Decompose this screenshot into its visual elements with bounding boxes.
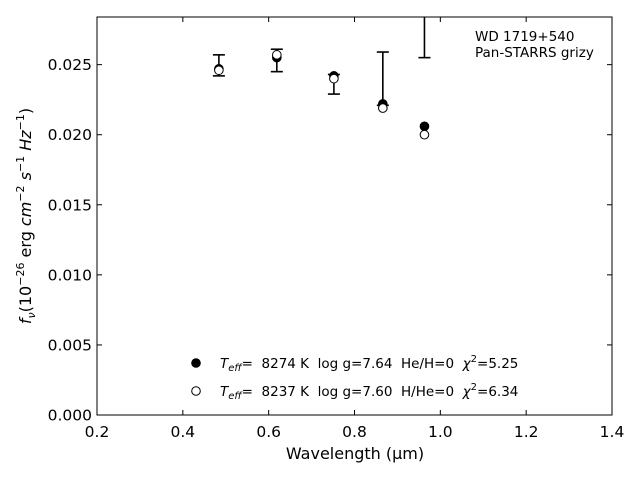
y-axis-label: fν(10−26 erg cm−2 s−1 Hz−1)	[14, 108, 38, 324]
legend-entry: Teff= 8237 K log g=7.60 H/He=0 χ2=6.34	[191, 382, 518, 402]
annotation-survey: Pan-STARRS grizy	[475, 45, 594, 61]
x-tick-label: 1.2	[514, 423, 539, 441]
y-axis-ticks: 0.000 0.005 0.010 0.015 0.020 0.025	[48, 56, 612, 425]
y-tick-label: 0.020	[48, 126, 92, 144]
model-point-open	[272, 50, 282, 60]
x-axis-label: Wavelength (μm)	[286, 444, 424, 463]
annotation-block: WD 1719+540 Pan-STARRS grizy	[475, 29, 594, 61]
annotation-object: WD 1719+540	[475, 29, 574, 45]
model-point-open	[419, 129, 430, 140]
model-point-filled	[419, 121, 430, 132]
x-tick-label: 0.8	[342, 423, 367, 441]
x-tick-label: 0.4	[171, 423, 196, 441]
x-tick-label: 0.2	[85, 423, 110, 441]
y-tick-label: 0.005	[48, 336, 92, 354]
x-tick-label: 1.4	[600, 423, 625, 441]
legend-label: Teff= 8274 K log g=7.64 He/H=0 χ2=5.25	[220, 354, 518, 374]
legend-marker-filled	[191, 358, 201, 368]
y-tick-label: 0.010	[48, 266, 92, 284]
x-tick-label: 1.0	[428, 423, 453, 441]
model-point-open	[378, 103, 388, 113]
errorbar-group	[212, 17, 431, 107]
y-tick-label: 0.025	[48, 56, 92, 74]
legend-marker-open	[191, 386, 201, 396]
y-tick-label: 0.015	[48, 196, 92, 214]
legend: Teff= 8274 K log g=7.64 He/H=0 χ2=5.25 T…	[191, 354, 518, 402]
x-axis-ticks: 0.2 0.4 0.6 0.8 1.0 1.2 1.4	[85, 17, 625, 441]
marker-group	[214, 50, 430, 140]
model-point-open	[329, 73, 339, 84]
x-tick-label: 0.6	[256, 423, 281, 441]
model-point-open	[214, 65, 224, 76]
legend-entry: Teff= 8274 K log g=7.64 He/H=0 χ2=5.25	[191, 354, 518, 374]
y-tick-label: 0.000	[48, 407, 92, 425]
legend-label: Teff= 8237 K log g=7.60 H/He=0 χ2=6.34	[220, 382, 518, 402]
